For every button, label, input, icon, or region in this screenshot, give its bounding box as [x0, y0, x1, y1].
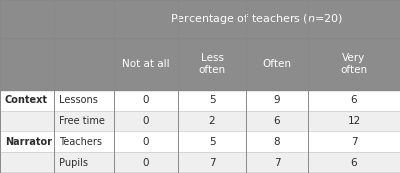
Bar [0, 131, 54, 152]
Text: Not at all: Not at all [122, 59, 170, 69]
Bar [114, 111, 178, 131]
Bar [114, 38, 178, 90]
Text: 7: 7 [351, 137, 357, 147]
Bar [54, 111, 114, 131]
Text: Lessons: Lessons [59, 95, 98, 105]
Text: Often: Often [262, 59, 292, 69]
Bar [178, 38, 246, 90]
Bar [54, 131, 114, 152]
Text: 5: 5 [209, 137, 215, 147]
Bar [54, 152, 114, 173]
Bar [246, 90, 308, 111]
Bar [114, 90, 178, 111]
Text: Context: Context [5, 95, 48, 105]
Bar [0, 90, 54, 111]
Bar [54, 90, 114, 111]
Bar [178, 152, 246, 173]
Text: Narrator: Narrator [5, 137, 52, 147]
Text: Less
often: Less often [198, 53, 226, 75]
Text: 7: 7 [274, 158, 280, 168]
Text: 0: 0 [143, 137, 149, 147]
Text: Teachers: Teachers [59, 137, 102, 147]
Text: 6: 6 [351, 95, 357, 105]
Text: 0: 0 [143, 158, 149, 168]
Bar [308, 131, 400, 152]
Bar [0, 38, 114, 90]
Text: Percentage of teachers ($\it{n}$=20): Percentage of teachers ($\it{n}$=20) [170, 12, 344, 26]
Text: 7: 7 [209, 158, 215, 168]
Bar [0, 0, 400, 38]
Text: 0: 0 [143, 116, 149, 126]
Bar [308, 90, 400, 111]
Text: 6: 6 [274, 116, 280, 126]
Bar [246, 131, 308, 152]
Text: Free time: Free time [59, 116, 105, 126]
Bar [178, 111, 246, 131]
Text: 9: 9 [274, 95, 280, 105]
Bar [178, 90, 246, 111]
Bar [178, 131, 246, 152]
Bar [246, 111, 308, 131]
Text: Pupils: Pupils [59, 158, 88, 168]
Text: 8: 8 [274, 137, 280, 147]
Bar [246, 152, 308, 173]
Text: 6: 6 [351, 158, 357, 168]
Bar [114, 152, 178, 173]
Bar [0, 152, 54, 173]
Bar [308, 152, 400, 173]
Text: 5: 5 [209, 95, 215, 105]
Bar [246, 38, 308, 90]
Bar [308, 111, 400, 131]
Text: Very
often: Very often [340, 53, 368, 75]
Text: 0: 0 [143, 95, 149, 105]
Bar [308, 38, 400, 90]
Text: 2: 2 [209, 116, 215, 126]
Text: 12: 12 [347, 116, 361, 126]
Bar [114, 131, 178, 152]
Bar [0, 111, 54, 131]
